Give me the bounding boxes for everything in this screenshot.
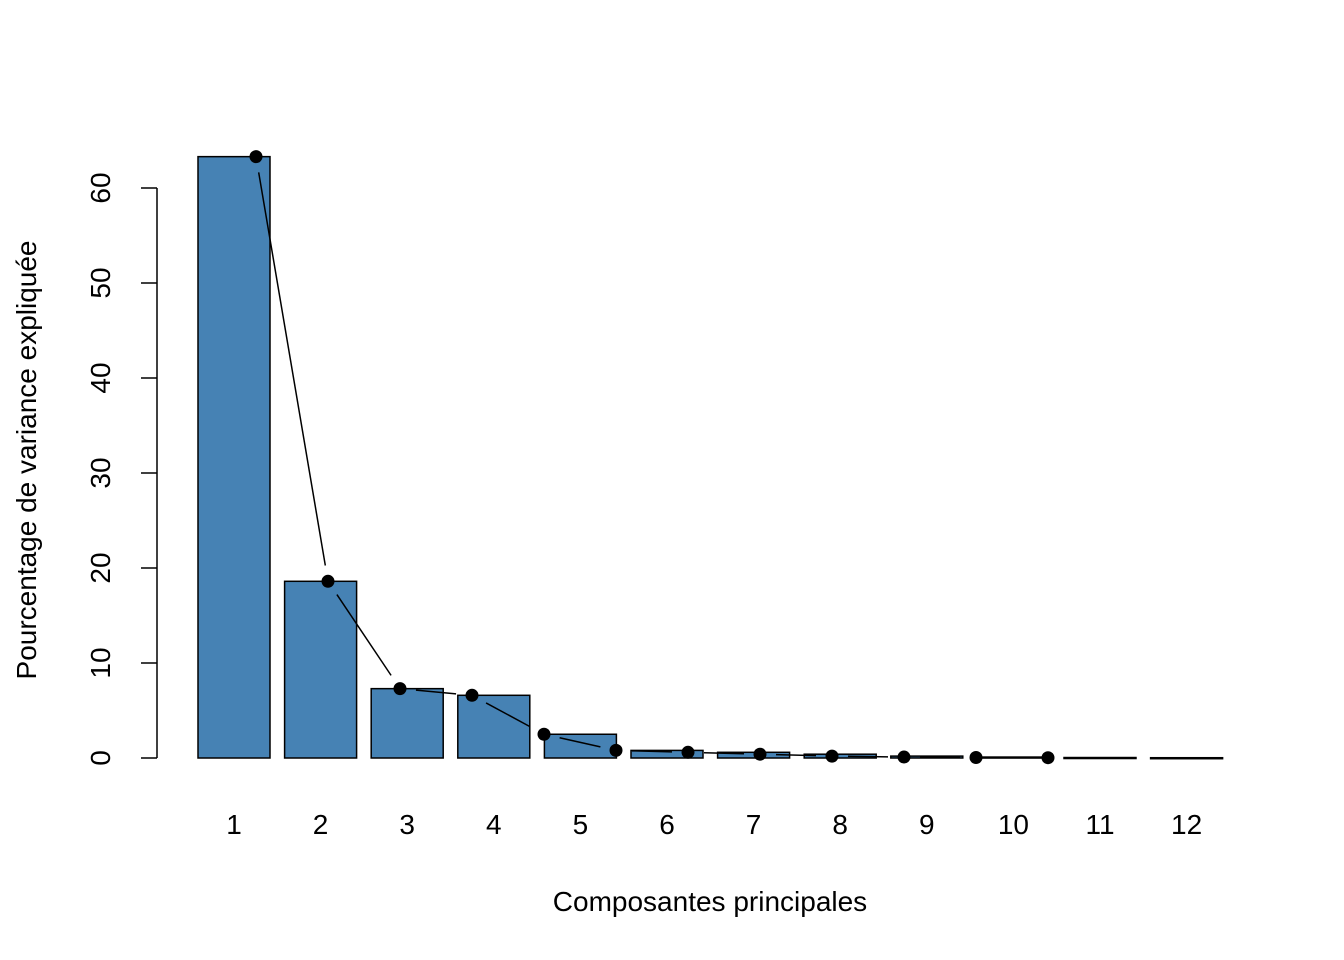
line-segment: [485, 702, 531, 728]
y-tick-label: 10: [85, 647, 116, 678]
x-tick-label: 2: [313, 809, 329, 840]
bar-3: [370, 687, 444, 759]
point-6: [609, 743, 623, 757]
x-tick-label: 4: [486, 809, 502, 840]
y-tick-label: 50: [85, 267, 116, 298]
bar-6: [630, 749, 704, 759]
x-tick-label: 5: [573, 809, 589, 840]
line-segment: [257, 172, 327, 566]
line-segment: [415, 689, 457, 695]
x-tick-label: 1: [226, 809, 242, 840]
point-10: [897, 750, 911, 764]
bar-5: [543, 733, 618, 759]
x-tick-label: 9: [919, 809, 935, 840]
bars-group: [197, 155, 1224, 760]
line-segment: [631, 750, 673, 753]
x-tick-label: 3: [399, 809, 415, 840]
x-tick-labels: 1 2 3 4 5 6 7 8 9 10 11 12: [226, 809, 1202, 840]
y-axis-label: Pourcentage de variance expliquée: [11, 241, 42, 680]
x-axis-label: Composantes principales: [553, 886, 867, 917]
line-segment: [847, 755, 889, 758]
x-tick-label: 11: [1085, 809, 1114, 840]
point-3: [393, 682, 407, 696]
y-tick-label: 60: [85, 172, 116, 203]
bar-4: [457, 694, 531, 759]
x-tick-label: 10: [998, 809, 1029, 840]
line-segment: [336, 594, 392, 676]
line-segment: [703, 751, 745, 755]
bar-12: [1149, 756, 1224, 760]
point-2: [321, 574, 335, 588]
points-group: [249, 150, 1055, 765]
point-1: [249, 150, 263, 164]
line-segment: [775, 753, 817, 757]
x-tick-label: 7: [746, 809, 762, 840]
bar-1: [197, 155, 271, 759]
bar-2: [283, 580, 358, 759]
bar-11: [1063, 756, 1137, 760]
point-5: [537, 727, 551, 741]
y-tick-label: 40: [85, 362, 116, 393]
point-7: [681, 745, 695, 759]
point-11: [969, 751, 983, 765]
point-4: [465, 688, 479, 702]
y-tick-label: 20: [85, 552, 116, 583]
x-tick-label: 12: [1171, 809, 1202, 840]
y-tick-label: 30: [85, 457, 116, 488]
x-tick-label: 6: [659, 809, 675, 840]
point-12: [1041, 751, 1055, 765]
point-8: [753, 747, 767, 761]
cumulative-line-group: [257, 172, 1033, 759]
point-9: [825, 749, 839, 763]
x-tick-label: 8: [832, 809, 848, 840]
y-axis: 0 10 20 30 40 50 60: [85, 172, 158, 766]
line-segment: [559, 737, 601, 748]
y-tick-label: 0: [85, 750, 116, 766]
